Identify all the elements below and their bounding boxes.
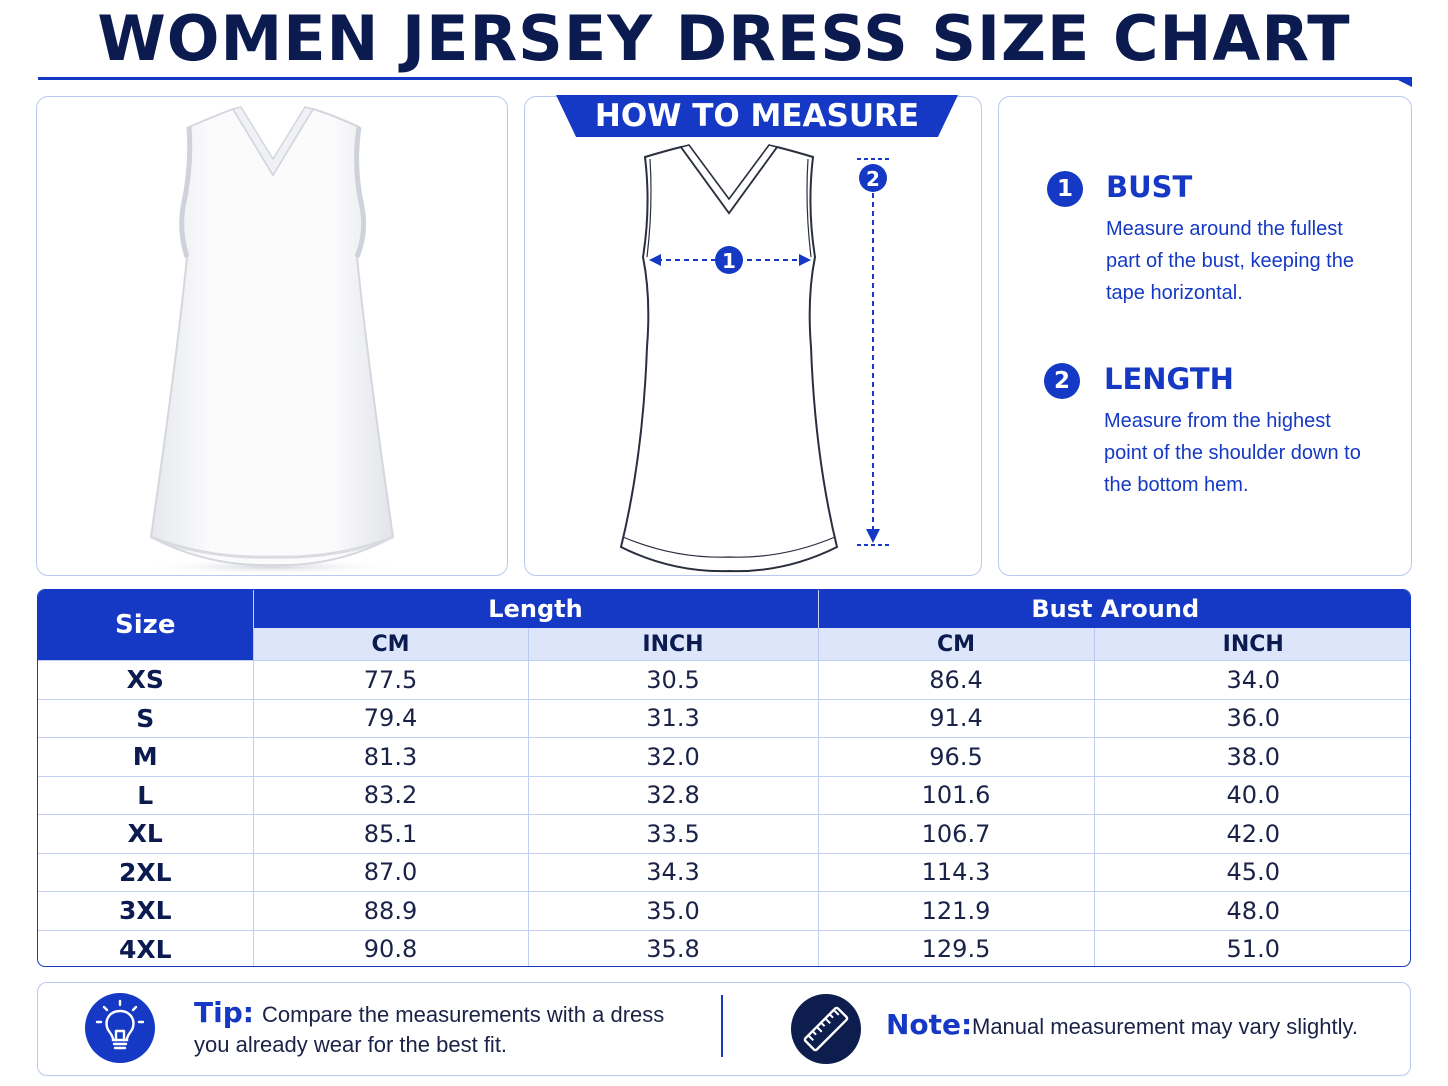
bust-inch-cell: 51.0 [1093, 929, 1410, 966]
bust-marker: 1 [722, 249, 736, 273]
ruler-icon [791, 994, 861, 1064]
note-label: Note: [886, 1008, 973, 1041]
page-title: WOMEN JERSEY DRESS SIZE CHART [97, 2, 1351, 75]
size-cell: XL [38, 814, 253, 853]
note-text: Manual measurement may vary slightly. [972, 1014, 1358, 1039]
length-inch-cell: 30.5 [527, 660, 818, 699]
bust-number-badge: 1 [1047, 171, 1083, 207]
length-title: LENGTH [1104, 362, 1234, 396]
size-cell: 3XL [38, 891, 253, 930]
how-to-measure-banner: HOW TO MEASURE [556, 95, 958, 137]
length-cm-cell: 87.0 [252, 852, 528, 892]
bust-inch-header: INCH [1093, 628, 1410, 661]
length-cm-cell: 79.4 [252, 698, 528, 738]
product-photo-panel [36, 96, 508, 576]
length-inch-cell: 32.0 [527, 737, 818, 776]
length-inch-cell: 32.8 [527, 775, 818, 815]
tip-label: Tip: [194, 996, 254, 1029]
size-cell: L [38, 775, 253, 815]
bust-cm-cell: 114.3 [817, 852, 1094, 892]
table-row: XS 77.5 30.5 86.4 34.0 [38, 660, 1410, 699]
length-inch-cell: 34.3 [527, 852, 818, 892]
length-cm-cell: 85.1 [252, 814, 528, 853]
length-cm-cell: 88.9 [252, 891, 528, 930]
length-cm-cell: 77.5 [252, 660, 528, 699]
length-inch-header: INCH [527, 628, 818, 661]
tip-text-line1: Compare the measurements with a dress [262, 1002, 665, 1027]
length-column-header: Length [252, 590, 818, 628]
bust-cm-cell: 129.5 [817, 929, 1094, 966]
length-inch-cell: 33.5 [527, 814, 818, 853]
bust-cm-cell: 121.9 [817, 891, 1094, 930]
size-column-header: Size [38, 590, 253, 661]
length-inch-cell: 31.3 [527, 698, 818, 738]
table-row: L 83.2 32.8 101.6 40.0 [38, 775, 1410, 815]
table-row: M 81.3 32.0 96.5 38.0 [38, 737, 1410, 776]
length-cm-header: CM [252, 628, 528, 661]
dress-photo [142, 106, 402, 575]
bust-inch-cell: 40.0 [1093, 775, 1410, 815]
bust-cm-cell: 96.5 [817, 737, 1094, 776]
bust-cm-header: CM [817, 628, 1094, 661]
measure-legend-panel [998, 96, 1412, 576]
bust-column-header: Bust Around [817, 590, 1410, 628]
bust-cm-cell: 86.4 [817, 660, 1094, 699]
table-row: 2XL 87.0 34.3 114.3 45.0 [38, 852, 1410, 892]
table-row: 3XL 88.9 35.0 121.9 48.0 [38, 891, 1410, 930]
title-underline [38, 77, 1404, 80]
size-cell: XS [38, 660, 253, 699]
table-row: XL 85.1 33.5 106.7 42.0 [38, 814, 1410, 853]
length-number-badge: 2 [1044, 363, 1080, 399]
bust-title: BUST [1106, 170, 1193, 204]
length-cm-cell: 90.8 [252, 929, 528, 966]
title-underline-accent [1392, 77, 1412, 87]
size-table: Size Length Bust Around CM INCH CM INCH … [37, 589, 1411, 967]
how-to-measure-panel: 1 2 [524, 96, 982, 576]
tips-box [37, 982, 1411, 1076]
size-cell: 2XL [38, 852, 253, 892]
length-description: Measure from the highest point of the sh… [1104, 410, 1361, 496]
dress-outline-diagram: 1 2 [619, 144, 889, 573]
size-cell: M [38, 737, 253, 776]
table-row: S 79.4 31.3 91.4 36.0 [38, 698, 1410, 738]
tip-text-line2: you already wear for the best fit. [194, 1032, 508, 1057]
bust-cm-cell: 101.6 [817, 775, 1094, 815]
bust-description: Measure around the fullest part of the b… [1106, 218, 1354, 304]
bust-cm-cell: 106.7 [817, 814, 1094, 853]
length-inch-cell: 35.8 [527, 929, 818, 966]
size-cell: 4XL [38, 929, 253, 966]
bust-cm-cell: 91.4 [817, 698, 1094, 738]
length-cm-cell: 81.3 [252, 737, 528, 776]
length-inch-cell: 35.0 [527, 891, 818, 930]
length-marker: 2 [866, 167, 880, 191]
tips-divider [721, 995, 723, 1057]
bust-inch-cell: 38.0 [1093, 737, 1410, 776]
bust-inch-cell: 45.0 [1093, 852, 1410, 892]
lightbulb-icon [85, 993, 155, 1063]
table-row: 4XL 90.8 35.8 129.5 51.0 [38, 929, 1410, 966]
bust-inch-cell: 48.0 [1093, 891, 1410, 930]
bust-inch-cell: 34.0 [1093, 660, 1410, 699]
length-cm-cell: 83.2 [252, 775, 528, 815]
bust-inch-cell: 42.0 [1093, 814, 1410, 853]
size-cell: S [38, 698, 253, 738]
bust-inch-cell: 36.0 [1093, 698, 1410, 738]
